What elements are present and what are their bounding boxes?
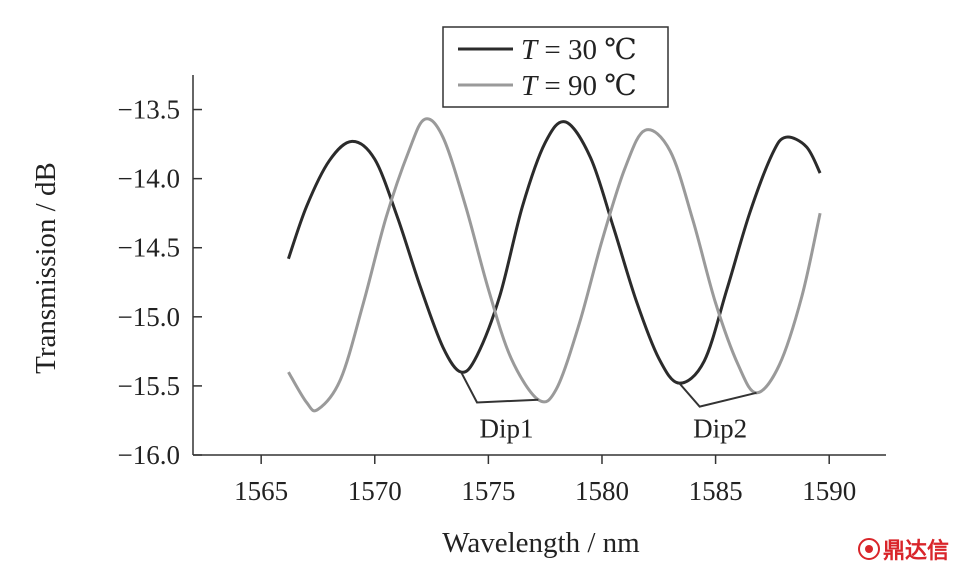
dip-marker-line-1 bbox=[460, 371, 539, 404]
y-tick-label: −13.5 bbox=[118, 95, 180, 125]
watermark-text: 鼎达信 bbox=[882, 539, 949, 564]
legend-label-2: T = 90 ℃ bbox=[521, 70, 637, 102]
dip-label-1: Dip1 bbox=[480, 413, 534, 443]
y-tick-label: −16.0 bbox=[118, 440, 180, 470]
watermark-logo-icon bbox=[857, 538, 880, 560]
y-tick-label: −15.0 bbox=[118, 302, 180, 332]
x-axis-title: Wavelength / nm bbox=[442, 527, 640, 559]
legend-label-1: T = 30 ℃ bbox=[521, 34, 637, 66]
y-tick-label: −15.5 bbox=[118, 371, 180, 401]
dip-label-2: Dip2 bbox=[693, 413, 747, 443]
x-tick-label: 1575 bbox=[461, 476, 515, 506]
legend: T = 30 ℃ T = 90 ℃ bbox=[442, 26, 669, 108]
series-line-2 bbox=[287, 117, 822, 413]
series-line-1 bbox=[287, 120, 822, 385]
x-tick-label: 1590 bbox=[802, 476, 856, 506]
x-tick-label: 1570 bbox=[348, 476, 402, 506]
legend-box bbox=[442, 26, 669, 108]
watermark: 鼎达信 bbox=[857, 533, 949, 565]
ticks: 1565 1570 1575 1580 1585 1590 −16.0 −15.5 −15.0 −… bbox=[118, 95, 857, 506]
y-tick-label: −14.5 bbox=[118, 233, 180, 263]
x-tick-label: 1580 bbox=[575, 476, 629, 506]
axes bbox=[192, 75, 886, 456]
annotations: Dip1 Dip2 bbox=[460, 371, 757, 443]
series-group bbox=[287, 117, 822, 413]
x-tick-label: 1585 bbox=[689, 476, 743, 506]
x-tick-label: 1565 bbox=[234, 476, 288, 506]
dip-marker-line-2 bbox=[678, 382, 757, 408]
y-tick-label: −14.0 bbox=[118, 164, 180, 194]
y-axis-title: Transmission / dB bbox=[30, 162, 62, 374]
